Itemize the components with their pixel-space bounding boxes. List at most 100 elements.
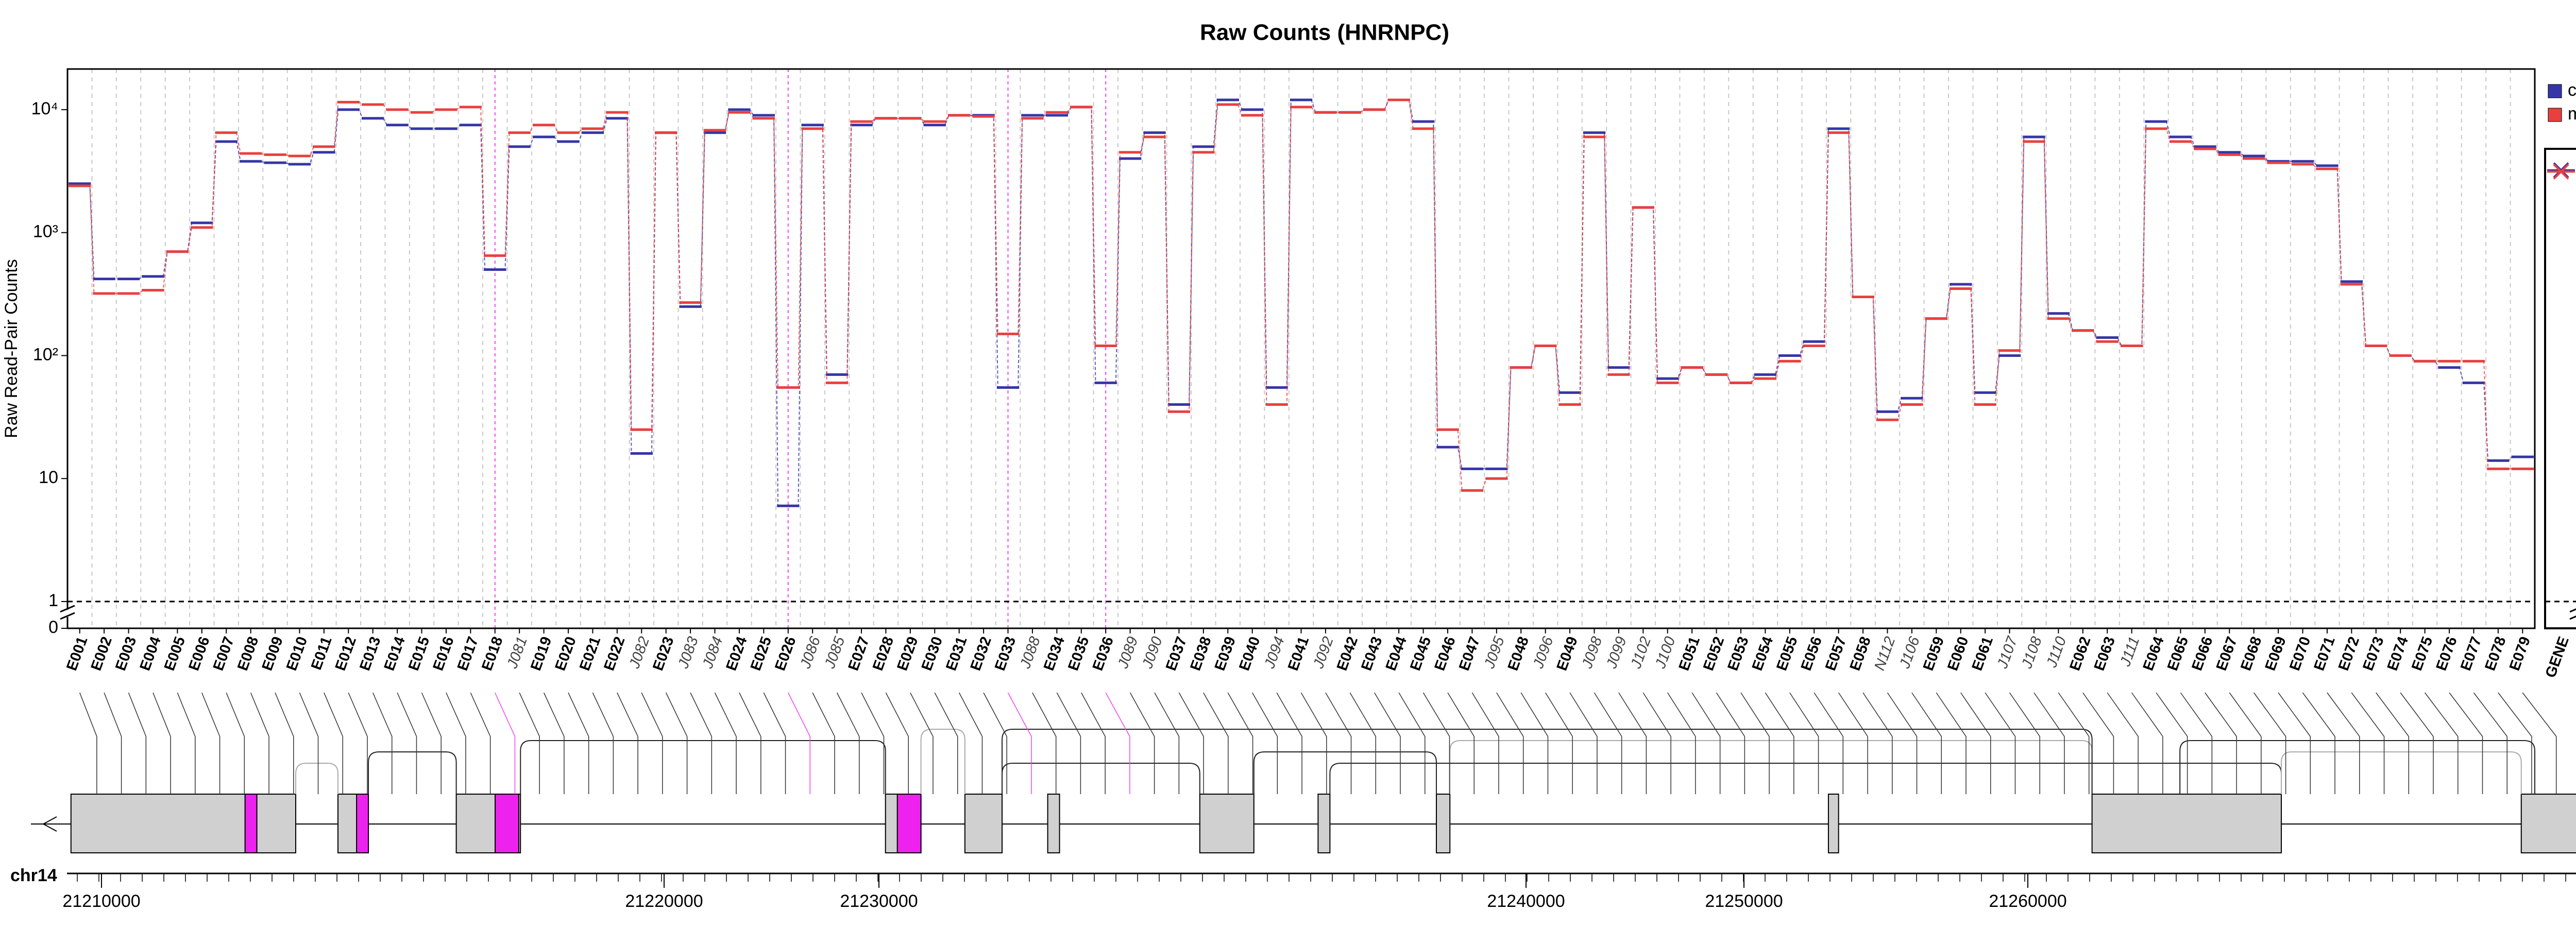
- feature-connector: [1838, 692, 1868, 794]
- x-tick-label: E059: [1920, 634, 1947, 673]
- junction-arc: [368, 751, 457, 794]
- x-tick-label: J106: [1896, 634, 1923, 671]
- feature-connector: [1227, 692, 1253, 794]
- x-tick-label: E038: [1187, 634, 1214, 673]
- gene-frame: [2544, 148, 2576, 629]
- x-tick-label: E041: [1285, 634, 1312, 673]
- x-tick-label: E025: [748, 634, 775, 673]
- x-tick-label: E007: [210, 634, 238, 673]
- x-tick-label: J111: [2117, 634, 2143, 669]
- feature-connector: [1325, 692, 1352, 794]
- chart-title: Raw Counts (HNRNPC): [1200, 20, 1449, 45]
- feature-connector: [2327, 692, 2360, 794]
- feature-connector: [421, 692, 442, 794]
- feature-connector: [2107, 692, 2139, 794]
- x-tick-label: 21260000: [1989, 891, 2066, 911]
- feature-connector: [2473, 692, 2507, 794]
- feature-connector: [1032, 692, 1057, 794]
- x-tick-label: E036: [1090, 634, 1117, 673]
- x-tick-label: J098: [1579, 634, 1605, 671]
- feature-connector: [1398, 692, 1426, 794]
- x-tick-label: E039: [1212, 634, 1239, 673]
- feature-connector: [1911, 692, 1942, 794]
- junction-arc: [1002, 729, 2093, 794]
- feature-connector: [1276, 692, 1302, 794]
- x-tick-label: E075: [2409, 634, 2436, 673]
- x-tick-label: E067: [2213, 634, 2241, 673]
- feature-connector: [714, 692, 737, 794]
- x-tick-label: GENE: [2543, 634, 2572, 680]
- x-tick-label: J090: [1139, 634, 1166, 671]
- exon: [1317, 794, 1331, 853]
- axis-break-mark: [60, 605, 75, 613]
- x-tick-label: E040: [1236, 634, 1263, 673]
- feature-connector: [2058, 692, 2090, 794]
- x-tick-label: E044: [1383, 634, 1410, 673]
- feature-connector: [568, 692, 589, 794]
- feature-connector: [128, 692, 147, 794]
- x-tick-label: J081: [504, 634, 531, 671]
- x-tick-label: J099: [1603, 634, 1630, 671]
- junction-arc: [2179, 740, 2535, 794]
- exon-highlight: [896, 794, 922, 853]
- x-tick-label: J110: [2043, 634, 2070, 670]
- x-tick-label: J089: [1114, 634, 1141, 671]
- feature-connector: [836, 692, 860, 794]
- feature-connector: [79, 692, 97, 794]
- y-tick-label: 10³: [33, 222, 58, 242]
- feature-connector: [177, 692, 196, 794]
- feature-connector: [1520, 692, 1549, 794]
- exon-highlight: [356, 794, 369, 853]
- x-tick-label: E054: [1749, 634, 1776, 673]
- x-tick-label: E047: [1456, 634, 1483, 673]
- feature-connector: [592, 692, 614, 794]
- x-tick-label: 21210000: [62, 891, 140, 911]
- feature-connector: [2229, 692, 2262, 794]
- feature-connector: [934, 692, 958, 794]
- x-tick-label: E023: [650, 634, 677, 673]
- feature-connector: [666, 692, 688, 794]
- feature-connector: [983, 692, 1007, 794]
- feature-connector: [1349, 692, 1377, 794]
- feature-connector: [446, 692, 466, 794]
- feature-connector: [617, 692, 638, 794]
- exon: [1827, 794, 1839, 853]
- feature-connector: [2449, 692, 2483, 794]
- feature-connector: [104, 692, 122, 794]
- x-tick-label: E013: [357, 634, 384, 673]
- x-tick-label: J085: [821, 634, 848, 671]
- x-tick-label: E028: [870, 634, 897, 673]
- feature-connector: [250, 692, 269, 794]
- feature-connector: [1691, 692, 1721, 794]
- feature-connector: [885, 692, 909, 794]
- strand-arrow: [42, 816, 57, 832]
- feature-connector: [2522, 692, 2557, 794]
- exon: [1047, 794, 1060, 853]
- feature-connector: [2253, 692, 2286, 794]
- exon: [2520, 794, 2576, 853]
- x-tick-label: E066: [2189, 634, 2216, 673]
- feature-connector: [1618, 692, 1647, 794]
- x-tick-label: E064: [2140, 634, 2167, 673]
- x-tick-label: E001: [63, 634, 91, 673]
- feature-connector: [1716, 692, 1745, 794]
- x-tick-label: J102: [1628, 634, 1654, 671]
- feature-connector: [1936, 692, 1967, 794]
- legend-swatch: [2548, 84, 2562, 98]
- feature-connector: [1765, 692, 1794, 794]
- feature-connector: [495, 692, 516, 794]
- feature-connector: [1740, 692, 1770, 794]
- feature-connector: [2009, 692, 2040, 794]
- feature-connector: [690, 692, 713, 794]
- x-tick-label: E021: [577, 634, 604, 673]
- feature-connector: [2302, 692, 2335, 794]
- x-tick-label: E062: [2066, 634, 2094, 673]
- feature-connector: [1300, 692, 1327, 794]
- feature-connector: [1178, 692, 1204, 794]
- x-tick-label: E016: [430, 634, 457, 673]
- feature-connector: [2498, 692, 2532, 794]
- feature-connector: [2278, 692, 2311, 794]
- feature-connector: [1129, 692, 1155, 794]
- junction-arc: [1253, 751, 1437, 794]
- feature-connector: [1422, 692, 1450, 794]
